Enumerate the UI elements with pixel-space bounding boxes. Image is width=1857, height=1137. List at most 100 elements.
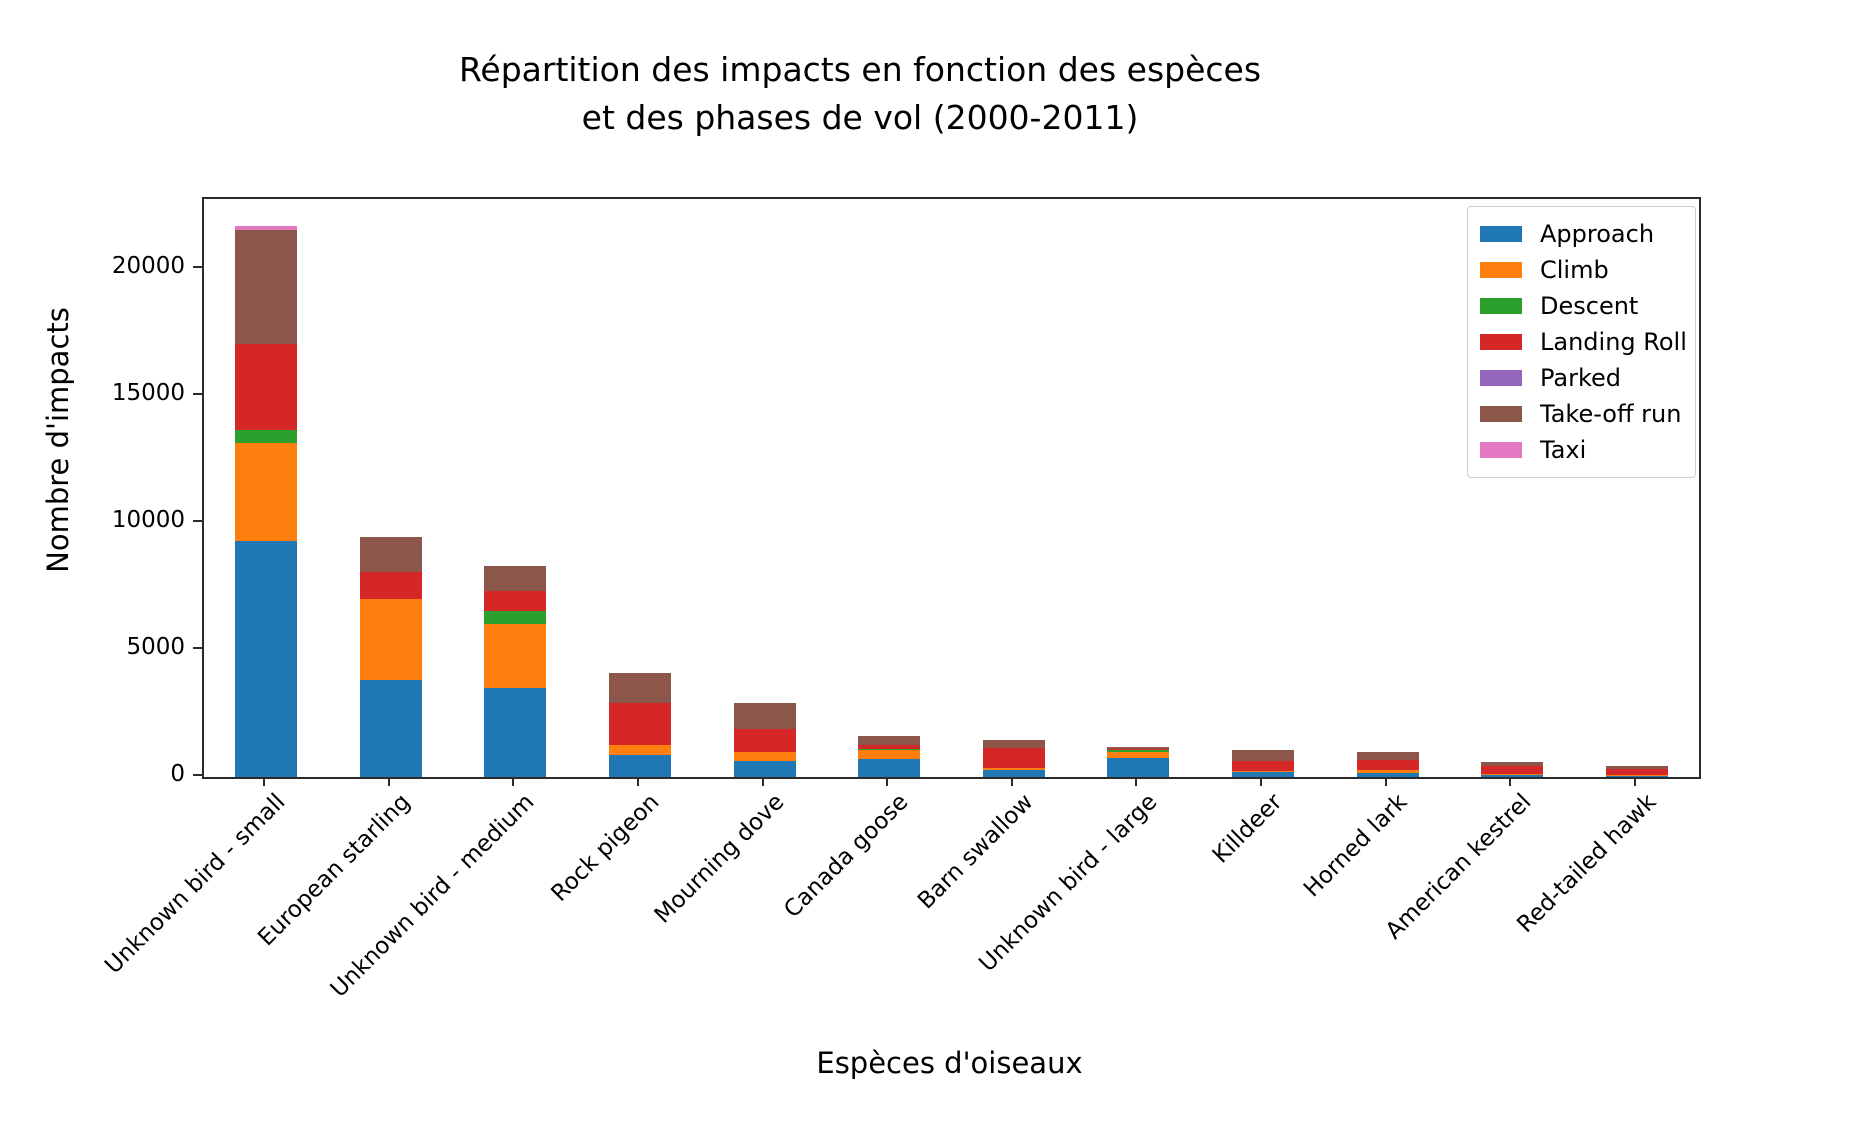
bar-segment-unknown-bird-medium-descent bbox=[484, 611, 547, 624]
legend-item-descent: Descent bbox=[1468, 288, 1695, 324]
x-tick-label-horned-lark: Horned lark bbox=[1298, 789, 1412, 903]
x-tick-label-unknown-bird-small: Unknown bird - small bbox=[100, 789, 291, 980]
bar-segment-european-starling-take-off-run bbox=[359, 537, 422, 572]
y-tick-mark bbox=[193, 774, 202, 776]
bar-segment-horned-lark-climb bbox=[1356, 770, 1419, 773]
y-tick-label: 15000 bbox=[111, 379, 185, 406]
legend-label: Taxi bbox=[1540, 436, 1587, 464]
x-tick-label-barn-swallow: Barn swallow bbox=[912, 789, 1039, 915]
y-tick-label: 5000 bbox=[126, 633, 185, 660]
bar-segment-european-starling-landing-roll bbox=[359, 571, 422, 599]
legend-swatch-parked bbox=[1480, 370, 1522, 386]
bar-segment-killdeer-landing-roll bbox=[1231, 760, 1294, 771]
y-axis-label: Nombre d'impacts bbox=[41, 307, 75, 573]
legend-swatch-approach bbox=[1480, 226, 1522, 242]
y-tick-mark bbox=[193, 519, 202, 522]
x-tick-mark bbox=[761, 777, 764, 786]
bar-segment-killdeer-take-off-run bbox=[1231, 750, 1294, 761]
bar-segment-mourning-dove-approach bbox=[733, 760, 796, 777]
x-tick-mark bbox=[1509, 777, 1512, 786]
x-tick-label-red-tailed-hawk: Red-tailed hawk bbox=[1512, 789, 1662, 939]
bar-segment-unknown-bird-medium-approach bbox=[484, 688, 547, 777]
y-tick-label: 20000 bbox=[111, 252, 185, 279]
legend-label: Parked bbox=[1540, 364, 1622, 392]
bar-segment-unknown-bird-large-approach bbox=[1107, 757, 1170, 777]
x-tick-mark bbox=[1010, 777, 1013, 786]
x-tick-mark bbox=[637, 777, 640, 786]
bar-segment-horned-lark-take-off-run bbox=[1356, 752, 1419, 760]
bar-segment-american-kestrel-approach bbox=[1481, 775, 1544, 777]
bar-segment-mourning-dove-landing-roll bbox=[733, 729, 796, 753]
bar-segment-mourning-dove-climb bbox=[733, 752, 796, 761]
x-tick-mark bbox=[1135, 777, 1138, 786]
bar-segment-unknown-bird-medium-landing-roll bbox=[484, 591, 547, 612]
legend-swatch-landing-roll bbox=[1480, 334, 1522, 350]
x-tick-mark bbox=[263, 777, 266, 786]
legend-label: Landing Roll bbox=[1540, 328, 1687, 356]
legend-label: Descent bbox=[1540, 292, 1639, 320]
bar-segment-unknown-bird-small-taxi bbox=[235, 225, 298, 231]
bar-segment-mourning-dove-take-off-run bbox=[733, 703, 796, 730]
x-tick-label-killdeer: Killdeer bbox=[1207, 789, 1288, 869]
legend-swatch-climb bbox=[1480, 262, 1522, 278]
legend-item-take-off-run: Take-off run bbox=[1468, 396, 1695, 432]
x-tick-label-canada-goose: Canada goose bbox=[779, 789, 914, 924]
bar-segment-barn-swallow-climb bbox=[982, 768, 1045, 771]
legend-item-approach: Approach bbox=[1468, 216, 1695, 252]
legend-item-taxi: Taxi bbox=[1468, 432, 1695, 468]
bar-segment-rock-pigeon-approach bbox=[609, 755, 672, 777]
legend-label: Take-off run bbox=[1540, 400, 1682, 428]
x-tick-mark bbox=[886, 777, 889, 786]
y-tick-mark bbox=[193, 265, 202, 268]
bar-segment-unknown-bird-large-take-off-run bbox=[1107, 747, 1170, 749]
bar-segment-unknown-bird-small-landing-roll bbox=[235, 344, 298, 431]
bar-segment-rock-pigeon-landing-roll bbox=[609, 702, 672, 746]
bar-segment-unknown-bird-small-approach bbox=[235, 540, 298, 777]
plot-area bbox=[202, 197, 1701, 779]
x-axis-label: Espèces d'oiseaux bbox=[816, 1046, 1083, 1080]
bar-segment-red-tailed-hawk-climb bbox=[1605, 775, 1668, 776]
legend-item-parked: Parked bbox=[1468, 360, 1695, 396]
bar-segment-canada-goose-approach bbox=[858, 758, 921, 777]
legend-item-landing-roll: Landing Roll bbox=[1468, 324, 1695, 360]
bar-segment-canada-goose-landing-roll bbox=[858, 744, 921, 749]
x-tick-mark bbox=[1259, 777, 1262, 786]
bar-segment-rock-pigeon-take-off-run bbox=[609, 673, 672, 703]
bar-segment-unknown-bird-large-landing-roll bbox=[1107, 748, 1170, 750]
bar-segment-unknown-bird-medium-take-off-run bbox=[484, 565, 547, 592]
legend-label: Climb bbox=[1540, 256, 1609, 284]
bar-segment-barn-swallow-approach bbox=[982, 770, 1045, 777]
y-tick-label: 10000 bbox=[111, 506, 185, 533]
bar-segment-european-starling-climb bbox=[359, 598, 422, 681]
bar-segment-american-kestrel-climb bbox=[1481, 774, 1544, 776]
y-tick-label: 0 bbox=[170, 761, 185, 787]
x-tick-mark bbox=[387, 777, 390, 786]
x-tick-mark bbox=[512, 777, 515, 786]
legend-swatch-take-off-run bbox=[1480, 406, 1522, 422]
bar-segment-unknown-bird-large-descent bbox=[1107, 749, 1170, 752]
chart-title: Répartition des impacts en fonction des … bbox=[458, 50, 1262, 137]
bar-segment-unknown-bird-small-descent bbox=[235, 430, 298, 443]
bar-segment-unknown-bird-medium-climb bbox=[484, 623, 547, 689]
bar-segment-red-tailed-hawk-approach bbox=[1605, 775, 1668, 777]
y-tick-mark bbox=[193, 392, 202, 395]
bar-segment-american-kestrel-take-off-run bbox=[1481, 761, 1544, 766]
bar-segment-canada-goose-descent bbox=[858, 748, 921, 751]
bar-segment-unknown-bird-large-climb bbox=[1107, 751, 1170, 758]
x-tick-label-unknown-bird-medium: Unknown bird - medium bbox=[326, 789, 540, 1003]
bar-segment-unknown-bird-small-climb bbox=[235, 442, 298, 541]
bar-segment-killdeer-approach bbox=[1231, 772, 1294, 777]
bar-segment-american-kestrel-landing-roll bbox=[1481, 765, 1544, 775]
y-tick-mark bbox=[193, 646, 202, 649]
bar-segment-horned-lark-landing-roll bbox=[1356, 759, 1419, 771]
bar-segment-barn-swallow-landing-roll bbox=[982, 748, 1045, 769]
x-tick-mark bbox=[1384, 777, 1387, 786]
legend: Approach Climb Descent Landing Roll Parked Ta… bbox=[1467, 206, 1696, 478]
legend-item-climb: Climb bbox=[1468, 252, 1695, 288]
bar-segment-canada-goose-climb bbox=[858, 750, 921, 759]
bar-segment-red-tailed-hawk-landing-roll bbox=[1605, 768, 1668, 776]
bar-segment-red-tailed-hawk-take-off-run bbox=[1605, 765, 1668, 769]
bar-segment-barn-swallow-take-off-run bbox=[982, 739, 1045, 749]
bar-segment-rock-pigeon-climb bbox=[609, 745, 672, 756]
